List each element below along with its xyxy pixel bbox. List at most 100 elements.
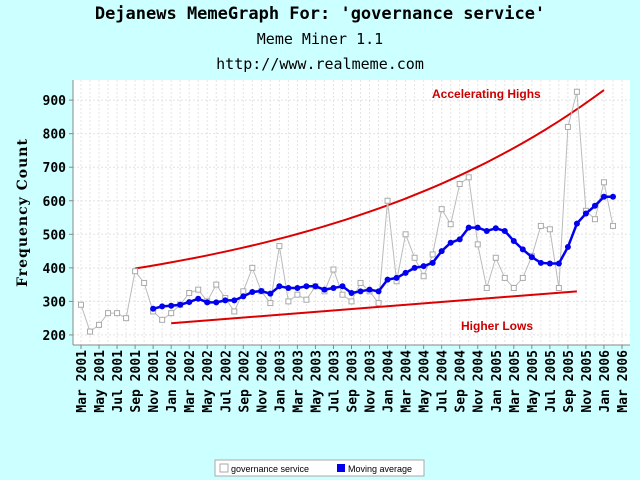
moving-average-point bbox=[312, 283, 319, 290]
moving-average-point bbox=[276, 283, 283, 290]
moving-average-point bbox=[600, 193, 607, 200]
x-tick-label: Jul 2001 bbox=[111, 350, 126, 413]
chart-url: http://www.realmeme.com bbox=[216, 55, 424, 73]
moving-average-point bbox=[339, 283, 346, 290]
moving-average-point bbox=[483, 227, 490, 234]
moving-average-point bbox=[420, 263, 427, 270]
y-tick-label: 600 bbox=[43, 195, 67, 210]
raw-data-point bbox=[87, 328, 94, 335]
y-tick-label: 500 bbox=[43, 228, 67, 243]
raw-data-point bbox=[555, 284, 562, 291]
legend-swatch-moving-average bbox=[337, 464, 345, 472]
moving-average-point bbox=[519, 246, 526, 253]
moving-average-point bbox=[321, 286, 328, 293]
x-tick-label: May 2005 bbox=[526, 350, 541, 413]
moving-average-point bbox=[537, 259, 544, 266]
x-tick-label: Sep 2003 bbox=[346, 350, 361, 413]
x-tick-label: Jan 2002 bbox=[165, 350, 180, 413]
raw-data-point bbox=[240, 288, 247, 295]
raw-data-point bbox=[492, 254, 499, 261]
raw-data-point bbox=[96, 321, 103, 328]
moving-average-point bbox=[213, 299, 220, 306]
moving-average-point bbox=[240, 293, 247, 300]
moving-average-point bbox=[366, 286, 373, 293]
chart-title: Dejanews MemeGraph For: 'governance serv… bbox=[94, 4, 546, 24]
raw-data-point bbox=[195, 286, 202, 293]
raw-data-point bbox=[123, 315, 130, 322]
moving-average-point bbox=[528, 254, 535, 261]
moving-average-point bbox=[249, 289, 256, 295]
legend-box bbox=[214, 459, 425, 477]
moving-average-point bbox=[330, 284, 337, 291]
raw-data-point bbox=[402, 231, 409, 238]
raw-data-point bbox=[231, 308, 238, 315]
x-tick-label: Sep 2005 bbox=[562, 350, 577, 413]
raw-data-point bbox=[501, 274, 508, 281]
raw-data-point bbox=[141, 279, 148, 286]
moving-average-point bbox=[204, 299, 211, 306]
raw-data-point bbox=[609, 222, 616, 229]
moving-average-line bbox=[152, 195, 613, 310]
moving-average-point bbox=[159, 303, 166, 310]
raw-data-point bbox=[546, 226, 553, 233]
raw-data-point bbox=[429, 251, 436, 258]
moving-average-point bbox=[348, 290, 355, 297]
x-tick-label: Sep 2002 bbox=[237, 350, 252, 413]
x-tick-label: Jul 2004 bbox=[436, 350, 451, 413]
x-tick-label: Mar 2002 bbox=[183, 350, 198, 413]
moving-average-point bbox=[411, 264, 418, 271]
moving-average-point bbox=[609, 193, 616, 200]
raw-data-point bbox=[267, 300, 274, 307]
moving-average-point bbox=[492, 225, 499, 232]
moving-average-point bbox=[402, 269, 409, 276]
raw-data-point bbox=[465, 174, 472, 181]
raw-data-point bbox=[438, 206, 445, 213]
raw-data-point bbox=[474, 241, 481, 248]
y-tick-label: 300 bbox=[43, 295, 67, 310]
moving-average-point bbox=[177, 301, 184, 308]
moving-average-point bbox=[573, 220, 580, 227]
moving-average-point bbox=[384, 276, 391, 283]
moving-average-point bbox=[258, 287, 265, 294]
x-tick-label: Jan 2005 bbox=[490, 350, 505, 413]
moving-average-point bbox=[510, 238, 517, 245]
moving-average-point bbox=[375, 288, 382, 295]
trendline-higher-lows bbox=[171, 290, 577, 325]
raw-data-point bbox=[573, 88, 580, 95]
y-tick-label: 400 bbox=[43, 262, 67, 277]
moving-average-point bbox=[456, 236, 463, 243]
x-tick-label: May 2001 bbox=[93, 350, 108, 413]
moving-average-point bbox=[474, 224, 481, 231]
moving-average-point bbox=[501, 227, 508, 234]
raw-data-point bbox=[105, 310, 112, 317]
x-tick-label: Nov 2005 bbox=[580, 350, 595, 413]
x-tick-label: Nov 2004 bbox=[472, 350, 487, 413]
moving-average-point bbox=[447, 239, 454, 246]
x-tick-label: Jul 2003 bbox=[327, 350, 342, 413]
moving-average-point bbox=[357, 288, 364, 295]
raw-data-point bbox=[339, 291, 346, 298]
moving-average-point bbox=[150, 305, 157, 312]
x-tick-label: Jul 2002 bbox=[219, 350, 234, 413]
raw-data-point bbox=[447, 221, 454, 228]
raw-data-point bbox=[276, 243, 283, 250]
legend-label-moving-average: Moving average bbox=[348, 464, 412, 474]
moving-average-point bbox=[186, 299, 193, 306]
y-tick-label: 900 bbox=[43, 94, 67, 109]
moving-average-point bbox=[303, 283, 310, 290]
raw-data-point bbox=[213, 281, 220, 288]
raw-data-point bbox=[519, 274, 526, 281]
raw-data-point bbox=[537, 222, 544, 229]
raw-data-point bbox=[78, 301, 84, 308]
raw-data-point bbox=[483, 284, 490, 291]
x-tick-label: Mar 2003 bbox=[291, 350, 306, 413]
moving-average-point bbox=[582, 210, 589, 217]
x-tick-label: Jan 2004 bbox=[382, 350, 397, 413]
annotation-accelerating-highs: Accelerating Highs bbox=[432, 87, 541, 101]
x-tick-label: Nov 2002 bbox=[255, 350, 270, 413]
raw-data-point bbox=[375, 300, 382, 307]
chart-subtitle: Meme Miner 1.1 bbox=[256, 30, 384, 48]
raw-data-point bbox=[303, 296, 310, 303]
x-tick-label: May 2003 bbox=[309, 350, 324, 413]
moving-average-point bbox=[438, 248, 445, 255]
